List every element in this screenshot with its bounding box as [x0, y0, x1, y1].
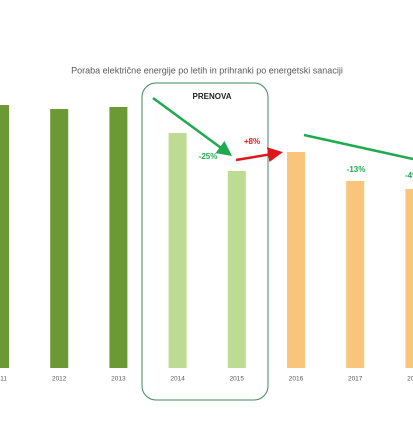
bar — [0, 105, 9, 368]
x-tick-label: 2016 — [289, 376, 304, 383]
x-tick-label: 2013 — [111, 376, 126, 383]
annotation: -4% — [405, 171, 413, 180]
x-tick-label: 2015 — [230, 376, 245, 383]
bar — [168, 133, 187, 368]
renovation-box — [141, 82, 269, 401]
x-tick-label: 2014 — [170, 376, 185, 383]
arrow — [152, 96, 233, 156]
annotation: +8% — [244, 137, 260, 146]
bar — [227, 171, 246, 368]
chart-title: Poraba električne energije po letih in p… — [71, 65, 343, 75]
x-tick-label: 2017 — [348, 376, 363, 383]
bar — [50, 109, 69, 368]
arrow — [303, 133, 413, 161]
x-tick-label: 2018 — [407, 376, 413, 383]
annotation: PRENOVA — [193, 92, 232, 101]
annotation: -13% — [347, 165, 366, 174]
bar — [109, 107, 128, 368]
bar — [287, 152, 305, 368]
bar — [405, 189, 413, 368]
x-tick-label: 2011 — [0, 376, 7, 383]
annotation: -25% — [199, 152, 218, 161]
arrow — [235, 147, 283, 163]
x-tick-label: 2012 — [52, 376, 67, 383]
bar — [346, 181, 365, 368]
